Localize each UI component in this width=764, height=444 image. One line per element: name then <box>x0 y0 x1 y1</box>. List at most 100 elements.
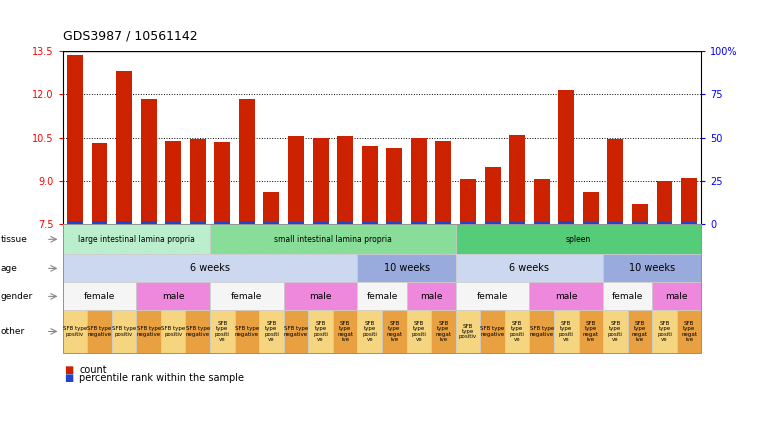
Bar <box>460 222 476 224</box>
Bar <box>116 221 132 224</box>
Text: SFB
type
negat
ive: SFB type negat ive <box>337 321 353 342</box>
Text: ■: ■ <box>64 373 73 383</box>
Text: SFB type
negative: SFB type negative <box>284 326 308 337</box>
Bar <box>632 222 648 224</box>
Text: SFB type
positiv: SFB type positiv <box>112 326 136 337</box>
Bar <box>215 142 230 224</box>
Text: small intestinal lamina propria: small intestinal lamina propria <box>274 235 392 244</box>
Bar <box>361 147 377 224</box>
Bar <box>387 222 403 224</box>
Bar <box>239 222 255 224</box>
Text: SFB
type
negat
ive: SFB type negat ive <box>583 321 599 342</box>
Text: SFB
type
positi
ve: SFB type positi ve <box>264 321 279 342</box>
Text: SFB
type
positi
ve: SFB type positi ve <box>215 321 230 342</box>
Text: female: female <box>477 292 508 301</box>
Text: SFB type
negative: SFB type negative <box>87 326 112 337</box>
Text: SFB
type
positiv: SFB type positiv <box>459 324 477 339</box>
Bar <box>681 178 697 224</box>
Text: female: female <box>231 292 263 301</box>
Text: male: male <box>162 292 184 301</box>
Text: age: age <box>1 264 18 273</box>
Bar <box>411 138 427 224</box>
Bar <box>435 141 452 224</box>
Bar <box>239 99 255 224</box>
Bar <box>681 222 697 224</box>
Bar <box>534 179 549 224</box>
Bar <box>558 90 575 224</box>
Text: 10 weeks: 10 weeks <box>384 263 429 274</box>
Bar <box>67 221 83 224</box>
Bar <box>189 139 206 224</box>
Bar <box>312 138 329 224</box>
Text: 6 weeks: 6 weeks <box>510 263 549 274</box>
Text: SFB
type
negat
ive: SFB type negat ive <box>681 321 697 342</box>
Text: SFB type
positiv: SFB type positiv <box>63 326 87 337</box>
Bar <box>484 166 500 224</box>
Text: 10 weeks: 10 weeks <box>630 263 675 274</box>
Text: SFB
type
negat
ive: SFB type negat ive <box>632 321 648 342</box>
Bar <box>632 204 648 224</box>
Text: 6 weeks: 6 weeks <box>190 263 230 274</box>
Text: SFB type
negative: SFB type negative <box>137 326 160 337</box>
Text: SFB
type
positi
ve: SFB type positi ve <box>657 321 672 342</box>
Bar <box>288 222 304 224</box>
Bar <box>165 141 181 224</box>
Bar <box>189 222 206 224</box>
Bar <box>337 136 353 224</box>
Bar <box>583 222 599 224</box>
Bar <box>288 136 304 224</box>
Bar <box>116 71 132 224</box>
Bar <box>607 139 623 224</box>
Bar <box>361 222 377 224</box>
Text: male: male <box>309 292 332 301</box>
Bar <box>583 193 599 224</box>
Text: tissue: tissue <box>1 235 28 244</box>
Bar <box>656 222 672 224</box>
Bar <box>656 181 672 224</box>
Bar <box>141 99 157 224</box>
Text: ■: ■ <box>64 365 73 375</box>
Bar <box>215 222 230 224</box>
Text: male: male <box>555 292 578 301</box>
Bar <box>558 222 575 224</box>
Text: other: other <box>1 327 25 336</box>
Text: female: female <box>84 292 115 301</box>
Bar <box>264 193 280 224</box>
Text: male: male <box>420 292 442 301</box>
Text: SFB type
negative: SFB type negative <box>529 326 554 337</box>
Bar <box>509 135 525 224</box>
Bar <box>484 222 500 224</box>
Bar <box>92 222 108 224</box>
Text: SFB
type
positi
ve: SFB type positi ve <box>608 321 623 342</box>
Text: percentile rank within the sample: percentile rank within the sample <box>79 373 244 383</box>
Text: large intestinal lamina propria: large intestinal lamina propria <box>78 235 195 244</box>
Text: spleen: spleen <box>566 235 591 244</box>
Bar <box>435 222 452 224</box>
Text: SFB
type
positi
ve: SFB type positi ve <box>362 321 377 342</box>
Text: female: female <box>612 292 643 301</box>
Bar <box>411 222 427 224</box>
Bar <box>67 56 83 224</box>
Text: SFB type
negative: SFB type negative <box>235 326 259 337</box>
Text: female: female <box>366 292 398 301</box>
Text: SFB type
negative: SFB type negative <box>186 326 210 337</box>
Bar <box>312 222 329 224</box>
Bar <box>264 222 280 224</box>
Text: count: count <box>79 365 107 375</box>
Bar <box>387 148 403 224</box>
Text: SFB
type
negat
ive: SFB type negat ive <box>387 321 403 342</box>
Bar <box>534 222 549 224</box>
Text: SFB
type
positi
ve: SFB type positi ve <box>558 321 574 342</box>
Bar <box>607 222 623 224</box>
Text: GDS3987 / 10561142: GDS3987 / 10561142 <box>63 29 197 42</box>
Text: SFB type
positiv: SFB type positiv <box>161 326 186 337</box>
Bar <box>460 179 476 224</box>
Text: SFB
type
positi
ve: SFB type positi ve <box>313 321 328 342</box>
Bar <box>165 222 181 224</box>
Text: SFB
type
positi
ve: SFB type positi ve <box>510 321 525 342</box>
Text: SFB
type
positi
ve: SFB type positi ve <box>411 321 426 342</box>
Bar <box>141 222 157 224</box>
Bar <box>509 222 525 224</box>
Text: SFB type
negative: SFB type negative <box>481 326 505 337</box>
Bar <box>337 222 353 224</box>
